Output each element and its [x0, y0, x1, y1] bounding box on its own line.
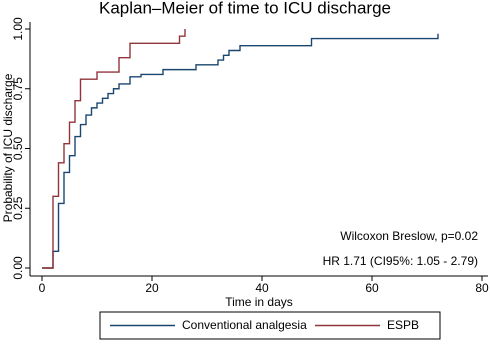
- x-tick-label: 40: [255, 281, 269, 295]
- y-tick-label: 0.00: [11, 256, 25, 280]
- km-curve: [42, 29, 186, 269]
- x-tick-label: 80: [475, 281, 489, 295]
- y-tick-label: 1.00: [11, 17, 25, 41]
- legend-label: ESPB: [387, 318, 419, 332]
- y-tick-label: 0.25: [11, 196, 25, 220]
- annotation: Wilcoxon Breslow, p=0.02: [340, 229, 478, 243]
- x-tick-label: 0: [39, 281, 46, 295]
- x-axis-label: Time in days: [225, 295, 293, 309]
- x-tick-label: 60: [365, 281, 379, 295]
- x-tick-label: 20: [145, 281, 159, 295]
- legend-label: Conventional analgesia: [182, 318, 307, 332]
- y-tick-label: 0.50: [11, 136, 25, 160]
- y-tick-label: 0.75: [11, 77, 25, 101]
- km-curve: [42, 33, 439, 269]
- y-axis-label: Probability of ICU discharge: [1, 73, 15, 222]
- legend-box: [99, 311, 441, 340]
- annotation: HR 1.71 (CI95%: 1.05 - 2.79): [323, 254, 478, 268]
- chart-title: Kaplan–Meier of time to ICU discharge: [99, 0, 391, 17]
